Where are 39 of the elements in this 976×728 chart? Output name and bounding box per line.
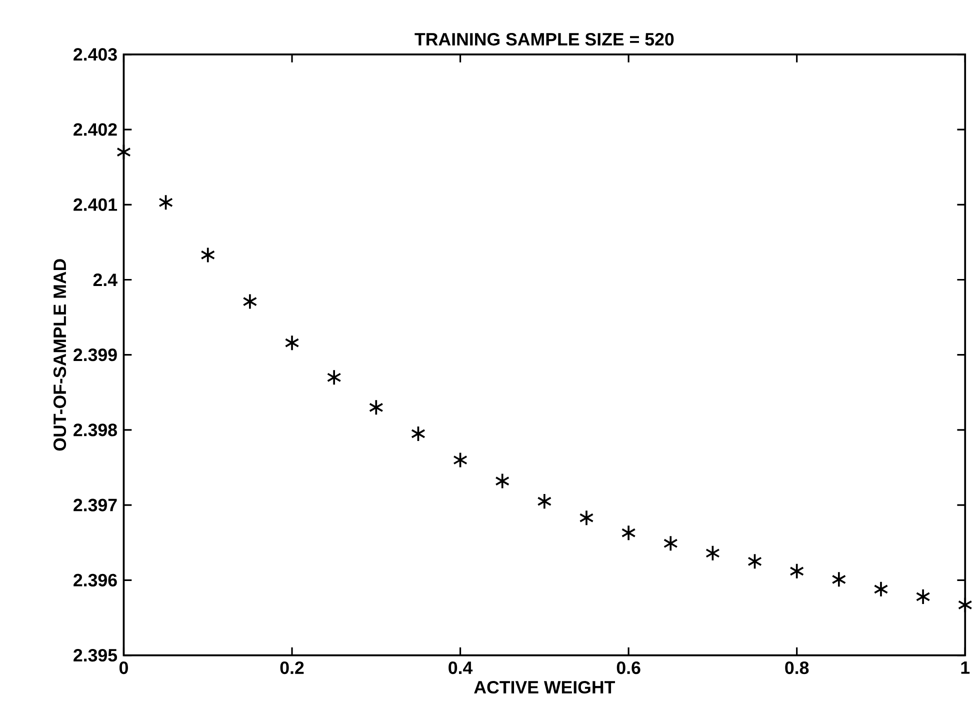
- point: [284, 334, 300, 352]
- y-tick-label: 2.399: [74, 348, 117, 362]
- point: [242, 294, 258, 310]
- point: [200, 247, 216, 264]
- point: [621, 524, 636, 542]
- point: [453, 452, 468, 468]
- point: [368, 399, 384, 416]
- y-tick-label: 2.401: [74, 198, 118, 212]
- chart-title: TRAINING SAMPLE SIZE = 520: [414, 33, 674, 46]
- y-tick-label: 2.4: [93, 274, 118, 286]
- x-tick-label: 0.6: [616, 662, 640, 674]
- x-tick-label: 0.2: [280, 662, 304, 674]
- point: [832, 571, 846, 588]
- point: [748, 553, 762, 570]
- point: [158, 194, 174, 211]
- x-tick-label: 0.4: [448, 662, 473, 674]
- point: [958, 597, 972, 614]
- point: [663, 535, 678, 552]
- x-tick-label: 0.8: [785, 662, 809, 674]
- point: [916, 588, 930, 606]
- point: [537, 493, 552, 510]
- point: [874, 581, 888, 598]
- point: [705, 545, 720, 562]
- y-tick-label: 2.397: [74, 498, 117, 512]
- y-tick-label: 2.403: [74, 48, 117, 61]
- x-axis-title: ACTIVE WEIGHT: [474, 681, 616, 694]
- y-tick-label: 2.402: [74, 123, 117, 136]
- point: [116, 144, 131, 160]
- point: [790, 563, 804, 580]
- x-tick-label: 1: [961, 662, 970, 674]
- point: [579, 510, 594, 526]
- point: [326, 369, 342, 386]
- point: [495, 473, 510, 490]
- y-tick-label: 2.396: [74, 574, 117, 587]
- point: [411, 426, 426, 442]
- x-tick-label: 0: [119, 662, 128, 674]
- y-axis-title: OUT-OF-SAMPLE MAD: [53, 259, 66, 451]
- y-tick-label: 2.398: [74, 424, 117, 437]
- y-tick-label: 2.395: [74, 649, 118, 662]
